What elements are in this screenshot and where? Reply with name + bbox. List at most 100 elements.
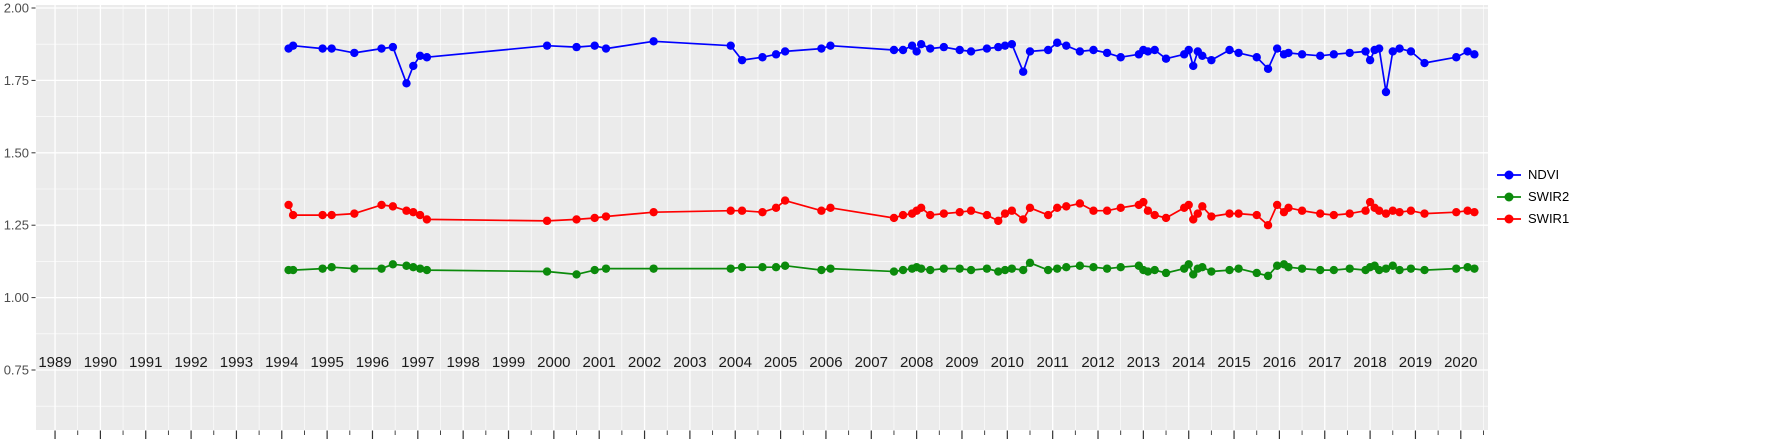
data-point-swir2 — [1116, 262, 1125, 272]
data-point-swir1 — [955, 207, 964, 217]
data-point-swir1 — [758, 207, 767, 217]
data-point-ndvi — [826, 41, 835, 50]
x-tick-label: 2001 — [583, 354, 616, 371]
x-tick-label: 2016 — [1263, 354, 1296, 371]
data-point-swir1 — [288, 210, 298, 220]
data-point-swir2 — [409, 262, 418, 272]
data-point-swir1 — [982, 210, 992, 220]
data-point-ndvi — [1284, 48, 1293, 58]
data-point-ndvi — [1089, 45, 1098, 55]
x-tick-label: 2019 — [1399, 354, 1432, 371]
x-tick-label: 1995 — [310, 354, 343, 371]
data-point-swir2 — [350, 264, 359, 273]
data-point-swir2 — [1143, 267, 1153, 276]
data-point-ndvi — [388, 42, 398, 52]
data-point-swir1 — [415, 210, 425, 220]
data-point-swir2 — [737, 262, 747, 272]
data-point-ndvi — [572, 42, 581, 52]
data-point-ndvi — [1263, 64, 1273, 74]
data-point-swir1 — [422, 215, 432, 224]
y-tick-label: 1.25 — [4, 218, 29, 233]
data-point-swir2 — [771, 262, 781, 272]
data-point-swir2 — [1406, 264, 1416, 273]
data-point-swir1 — [926, 210, 935, 220]
data-point-swir2 — [1198, 262, 1207, 272]
data-point-swir2 — [327, 262, 336, 272]
data-point-swir1 — [1463, 206, 1472, 215]
legend-item-swir1: SWIR1 — [1496, 212, 1569, 226]
data-point-ndvi — [771, 50, 781, 59]
data-point-swir1 — [1272, 200, 1282, 210]
data-point-swir1 — [542, 216, 552, 226]
data-point-swir1 — [1420, 209, 1429, 218]
data-point-swir2 — [817, 265, 826, 275]
y-tick-label: 1.75 — [4, 73, 29, 88]
data-point-ndvi — [780, 47, 790, 56]
data-point-swir1 — [916, 203, 926, 213]
data-point-ndvi — [1470, 50, 1479, 59]
data-point-swir1 — [1143, 206, 1153, 215]
data-point-swir1 — [780, 196, 790, 205]
data-point-ndvi — [1000, 41, 1010, 50]
data-point-swir1 — [1184, 200, 1193, 210]
data-point-swir2 — [1007, 264, 1017, 273]
data-point-ndvi — [907, 41, 917, 50]
data-point-swir1 — [388, 202, 398, 211]
x-tick-label: 1996 — [356, 354, 389, 371]
data-point-swir1 — [1316, 209, 1325, 218]
data-point-swir2 — [726, 264, 735, 273]
x-tick-label: 1990 — [84, 354, 117, 371]
data-point-swir1 — [1470, 207, 1479, 217]
data-point-ndvi — [1452, 53, 1461, 62]
data-point-ndvi — [1189, 61, 1198, 71]
data-point-swir2 — [1381, 264, 1391, 273]
data-point-ndvi — [1207, 55, 1216, 65]
legend-label-swir1: SWIR1 — [1528, 211, 1570, 226]
x-tick-label: 2018 — [1353, 354, 1386, 371]
data-point-swir1 — [1116, 203, 1125, 213]
data-point-ndvi — [994, 42, 1003, 52]
data-point-swir2 — [1043, 265, 1053, 275]
data-point-swir1 — [649, 207, 658, 217]
data-point-swir1 — [327, 210, 336, 220]
y-tick-label: 1.00 — [4, 290, 29, 305]
data-point-swir2 — [1161, 268, 1171, 278]
data-point-ndvi — [1381, 87, 1391, 97]
data-point-ndvi — [939, 42, 949, 52]
data-point-ndvi — [327, 44, 336, 53]
data-point-ndvi — [1102, 48, 1112, 58]
data-point-swir1 — [726, 206, 735, 215]
data-point-ndvi — [726, 41, 735, 50]
x-tick-label: 1999 — [492, 354, 525, 371]
data-point-swir1 — [966, 206, 976, 215]
data-point-swir2 — [1207, 267, 1216, 276]
data-point-swir2 — [318, 264, 327, 273]
data-point-ndvi — [1025, 47, 1035, 56]
data-point-ndvi — [966, 47, 976, 56]
data-point-swir2 — [1374, 265, 1384, 275]
data-point-swir1 — [1018, 215, 1028, 224]
x-tick-label: 1989 — [38, 354, 71, 371]
data-point-swir2 — [1102, 264, 1112, 273]
data-point-swir1 — [1139, 197, 1148, 207]
data-point-ndvi — [1252, 53, 1261, 62]
x-tick-label: 2007 — [855, 354, 888, 371]
data-point-swir2 — [1452, 264, 1461, 273]
data-point-swir1 — [1053, 203, 1062, 213]
data-point-ndvi — [1361, 47, 1370, 56]
data-point-swir1 — [1043, 210, 1053, 220]
x-tick-label: 2000 — [537, 354, 570, 371]
legend-label-ndvi: NDVI — [1528, 167, 1560, 182]
data-point-ndvi — [1053, 38, 1062, 47]
legend-item-ndvi: NDVI — [1496, 168, 1569, 182]
x-tick-label: 1997 — [401, 354, 434, 371]
data-point-swir1 — [1406, 206, 1416, 215]
data-point-swir2 — [982, 264, 992, 273]
data-point-ndvi — [898, 45, 908, 55]
data-point-swir2 — [758, 262, 767, 272]
data-point-swir1 — [1234, 209, 1243, 218]
data-point-ndvi — [955, 45, 964, 55]
data-point-swir1 — [377, 200, 386, 210]
data-point-ndvi — [1420, 58, 1429, 68]
data-point-swir2 — [1075, 261, 1085, 270]
